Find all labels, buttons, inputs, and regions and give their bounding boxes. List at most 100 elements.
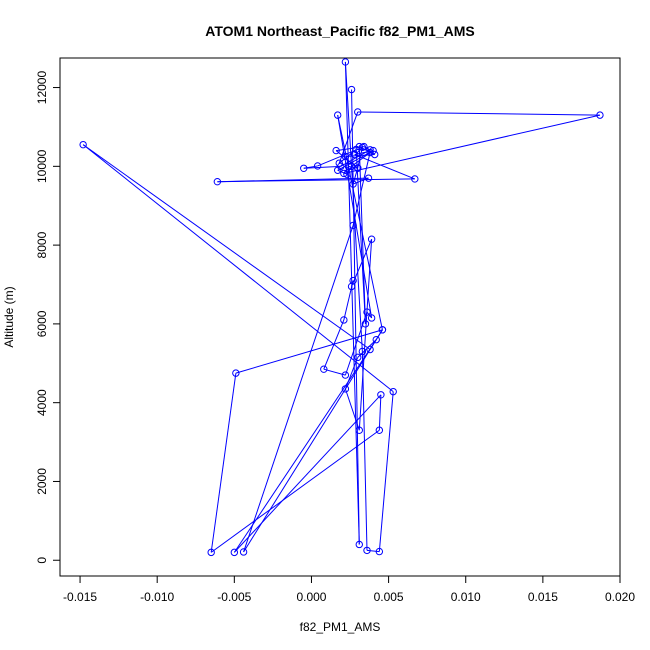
data-point [340,169,348,178]
series-segment [82,144,371,350]
series-segment [366,311,373,319]
data-point [343,170,351,178]
data-point [366,146,374,154]
data-point [341,371,350,379]
data-point [340,316,348,324]
series-segment [355,149,366,324]
y-tick-label: 6000 [35,310,49,337]
series-point-group [79,58,604,557]
data-point [596,111,604,119]
x-tick-label: 0.010 [451,590,481,604]
series-segment [243,225,354,553]
data-point [366,345,374,354]
data-point [367,235,376,243]
y-tick-label: 0 [35,557,49,564]
data-point [213,177,222,186]
data-point [341,385,350,393]
data-point [349,221,357,230]
data-point [371,150,379,159]
series-segment [82,144,394,393]
series-segment [351,239,373,287]
x-tick-label: 0.005 [374,590,404,604]
series-segment [348,165,358,169]
data-point [375,547,384,556]
data-point [363,546,371,555]
data-point [332,146,340,155]
data-point [320,365,328,373]
series-segment [345,154,375,157]
y-axis: 0 2000 4000 6000 8000 10000 12000 [35,71,60,564]
data-point [239,548,248,556]
data-point [369,146,377,155]
series-segment [233,339,377,553]
series-segment [344,61,363,352]
y-tick-label: 2000 [35,468,49,495]
chart-title: ATOM1 Northeast_Pacific f82_PM1_AMS [205,23,474,39]
series-segment [343,114,601,174]
data-point [355,426,363,434]
x-tick-label: -0.010 [140,590,174,604]
series-segment [343,280,354,321]
series-segment [378,391,394,552]
x-tick-label: -0.005 [217,590,251,604]
y-tick-label: 10000 [35,149,49,183]
data-point [341,152,350,161]
x-tick-label: 0.020 [605,590,635,604]
data-point [361,320,370,328]
data-point [341,58,350,66]
data-point [354,353,362,362]
series-segment [235,329,383,374]
data-point [349,276,357,285]
x-axis-label: f82_PM1_AMS [300,620,381,634]
data-point [79,140,87,149]
data-point [411,175,419,183]
data-point [354,108,362,116]
data-point [377,391,385,399]
series-segment [352,152,371,226]
x-tick-label: -0.015 [63,590,97,604]
data-point [378,326,387,334]
series-segment [344,61,360,545]
series-line-group [82,61,601,553]
data-point [232,369,240,377]
data-point [207,548,215,557]
data-point [347,85,356,94]
series-segment [358,239,373,431]
series-segment [366,549,380,553]
x-tick-label: 0.000 [296,590,326,604]
data-point [300,164,308,172]
data-point [360,142,368,151]
data-point [350,150,359,159]
series-segment [323,368,346,376]
series-segment [344,311,368,376]
series-segment [303,165,341,169]
y-tick-label: 8000 [35,231,49,258]
y-tick-label: 12000 [35,71,49,105]
x-tick-label: 0.015 [528,590,558,604]
series-segment [361,351,368,551]
data-point [349,180,357,188]
series-segment [210,429,380,553]
data-point [363,308,371,316]
y-axis-label: Altitude (m) [2,286,16,347]
series-segment [344,357,359,390]
series-segment [337,115,373,319]
data-point [355,540,363,549]
series-segment [217,177,369,183]
data-point [333,111,342,119]
x-axis: -0.015 -0.010 -0.005 0.000 0.005 0.010 0.015 0.… [63,576,635,604]
data-point [389,387,397,396]
data-point [335,159,343,167]
series-segment [210,373,237,553]
data-point [358,347,367,356]
series-segment [344,388,360,431]
data-point [372,335,380,344]
data-point [375,426,384,434]
series-segment [357,111,600,116]
data-point [313,162,322,170]
data-point [344,162,353,171]
data-point [364,174,373,182]
data-point [230,548,239,557]
series-segment [354,154,416,180]
